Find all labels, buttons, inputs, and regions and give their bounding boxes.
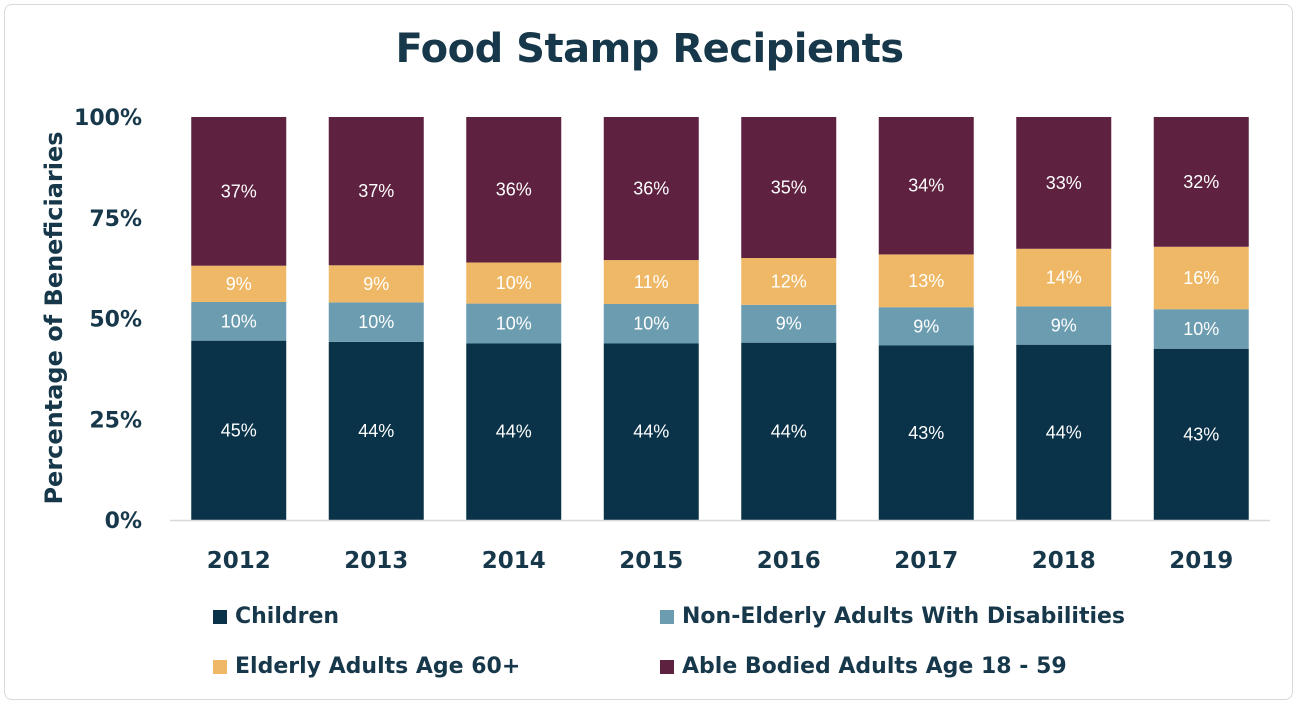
bar-segment	[466, 262, 562, 304]
bar-segment	[603, 260, 699, 304]
data-label: 10%	[633, 314, 669, 334]
data-label: 13%	[908, 271, 944, 291]
bar-segment	[328, 265, 424, 303]
x-tick-label: 2013	[344, 548, 408, 574]
data-label: 44%	[633, 422, 669, 442]
x-tick-label: 2018	[1032, 548, 1096, 574]
y-tick-label: 50%	[89, 308, 142, 333]
data-label: 9%	[1051, 316, 1077, 336]
bar-segment	[466, 117, 562, 263]
bar-segment	[1016, 344, 1112, 520]
data-label: 12%	[771, 271, 807, 291]
data-label: 36%	[496, 180, 532, 200]
bar-segment	[878, 254, 974, 308]
bar-segment	[1016, 117, 1112, 249]
data-label: 34%	[908, 176, 944, 196]
chart-title: Food Stamp Recipients	[395, 26, 904, 72]
data-label: 32%	[1183, 172, 1219, 192]
bar-segment	[878, 117, 974, 255]
bar-segment	[191, 340, 287, 520]
bar-segment	[191, 265, 287, 302]
bar-segment	[466, 343, 562, 520]
bar-segment	[1016, 248, 1112, 307]
data-label: 10%	[496, 273, 532, 293]
data-label: 43%	[1183, 424, 1219, 444]
bar-segment	[1016, 306, 1112, 345]
data-label: 10%	[1183, 319, 1219, 339]
bar-segment	[466, 303, 562, 344]
data-label: 9%	[363, 274, 389, 294]
data-label: 44%	[496, 422, 532, 442]
data-label: 33%	[1046, 173, 1082, 193]
bar-segment	[878, 307, 974, 346]
data-label: 11%	[634, 272, 669, 292]
data-label: 10%	[221, 311, 257, 331]
bar-segment	[603, 303, 699, 344]
bar-segment	[328, 117, 424, 266]
bar-segment	[741, 342, 837, 520]
bar-segment	[741, 304, 837, 343]
bar-segment	[1153, 246, 1249, 310]
bar-segment	[603, 343, 699, 520]
x-tick-label: 2014	[482, 548, 546, 574]
data-label: 9%	[776, 314, 802, 334]
data-label: 45%	[221, 420, 257, 440]
data-label: 16%	[1183, 268, 1219, 288]
data-label: 10%	[496, 314, 532, 334]
x-tick-label: 2019	[1169, 548, 1233, 574]
data-label: 43%	[908, 423, 944, 443]
bar-segment	[191, 117, 287, 266]
bar-segment	[1153, 309, 1249, 349]
data-label: 36%	[633, 179, 669, 199]
y-tick-label: 75%	[89, 207, 142, 232]
data-label: 14%	[1046, 268, 1082, 288]
bar-segment	[1153, 348, 1249, 520]
data-label: 9%	[913, 316, 939, 336]
data-label: 10%	[358, 312, 394, 332]
x-tick-label: 2017	[894, 548, 958, 574]
x-tick-label: 2012	[207, 548, 271, 574]
data-label: 9%	[226, 274, 252, 294]
bar-segment	[603, 117, 699, 261]
y-tick-label: 25%	[89, 408, 142, 433]
data-label: 44%	[771, 421, 807, 441]
data-label: 37%	[358, 181, 394, 201]
x-tick-label: 2015	[619, 548, 683, 574]
data-label: 37%	[221, 181, 257, 201]
bar-segment	[328, 302, 424, 342]
bar-segment	[1153, 117, 1249, 247]
bar-segment	[328, 341, 424, 520]
data-label: 44%	[1046, 422, 1082, 442]
bar-segment	[191, 301, 287, 341]
y-tick-label: 100%	[74, 106, 142, 131]
x-tick-label: 2016	[757, 548, 821, 574]
bar-segment	[741, 258, 837, 305]
data-label: 35%	[771, 178, 807, 198]
data-label: 44%	[358, 421, 394, 441]
y-tick-label: 0%	[105, 509, 142, 534]
bar-segment	[878, 345, 974, 520]
bar-segment	[741, 117, 837, 259]
